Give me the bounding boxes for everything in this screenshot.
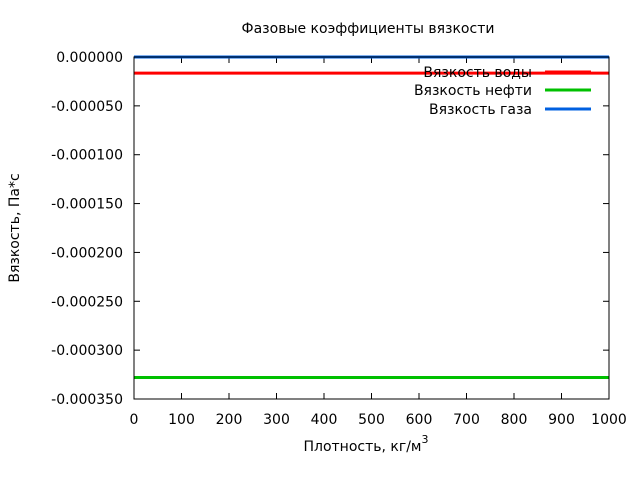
plot-frame bbox=[133, 56, 610, 400]
y-axis: 0.000000 -0.000050 -0.000100 -0.000150 -0.00… bbox=[51, 50, 609, 408]
x-axis: 0 100 200 300 400 500 600 700 800 900 1000 bbox=[130, 57, 627, 428]
x-tick-label: 800 bbox=[501, 412, 528, 428]
x-tick-label: 500 bbox=[358, 412, 385, 428]
y-tick-label: -0.000200 bbox=[51, 245, 123, 261]
x-tick-label: 900 bbox=[548, 412, 575, 428]
y-tick-label: -0.000250 bbox=[51, 294, 123, 310]
y-tick-label: 0.000000 bbox=[56, 50, 123, 66]
x-axis-label-superscript: 3 bbox=[422, 433, 429, 446]
plot-series bbox=[134, 55, 609, 380]
x-tick-label: 400 bbox=[311, 412, 338, 428]
x-axis-label-text: Плотность, кг/м bbox=[303, 439, 421, 455]
x-tick-label: 700 bbox=[453, 412, 480, 428]
legend: Вязкость воды Вязкость нефти Вязкость газа bbox=[414, 65, 591, 118]
x-tick-label: 0 bbox=[130, 412, 139, 428]
y-tick-label: -0.000050 bbox=[51, 99, 123, 115]
legend-label: Вязкость воды bbox=[423, 65, 532, 81]
legend-label: Вязкость газа bbox=[429, 102, 532, 118]
x-tick-label: 300 bbox=[263, 412, 290, 428]
x-tick-label: 1000 bbox=[591, 412, 627, 428]
x-tick-label: 200 bbox=[216, 412, 243, 428]
x-tick-label: 100 bbox=[168, 412, 195, 428]
legend-label: Вязкость нефти bbox=[414, 83, 532, 99]
x-axis-label: Плотность, кг/м3 bbox=[303, 433, 428, 455]
y-tick-label: -0.000300 bbox=[51, 343, 123, 359]
y-tick-label: -0.000350 bbox=[51, 392, 123, 408]
y-tick-label: -0.000150 bbox=[51, 197, 123, 213]
y-tick-label: -0.000100 bbox=[51, 148, 123, 164]
x-tick-label: 600 bbox=[406, 412, 433, 428]
chart-title: Фазовые коэффициенты вязкости bbox=[242, 21, 495, 37]
y-axis-label: Вязкость, Па*с bbox=[7, 173, 23, 282]
